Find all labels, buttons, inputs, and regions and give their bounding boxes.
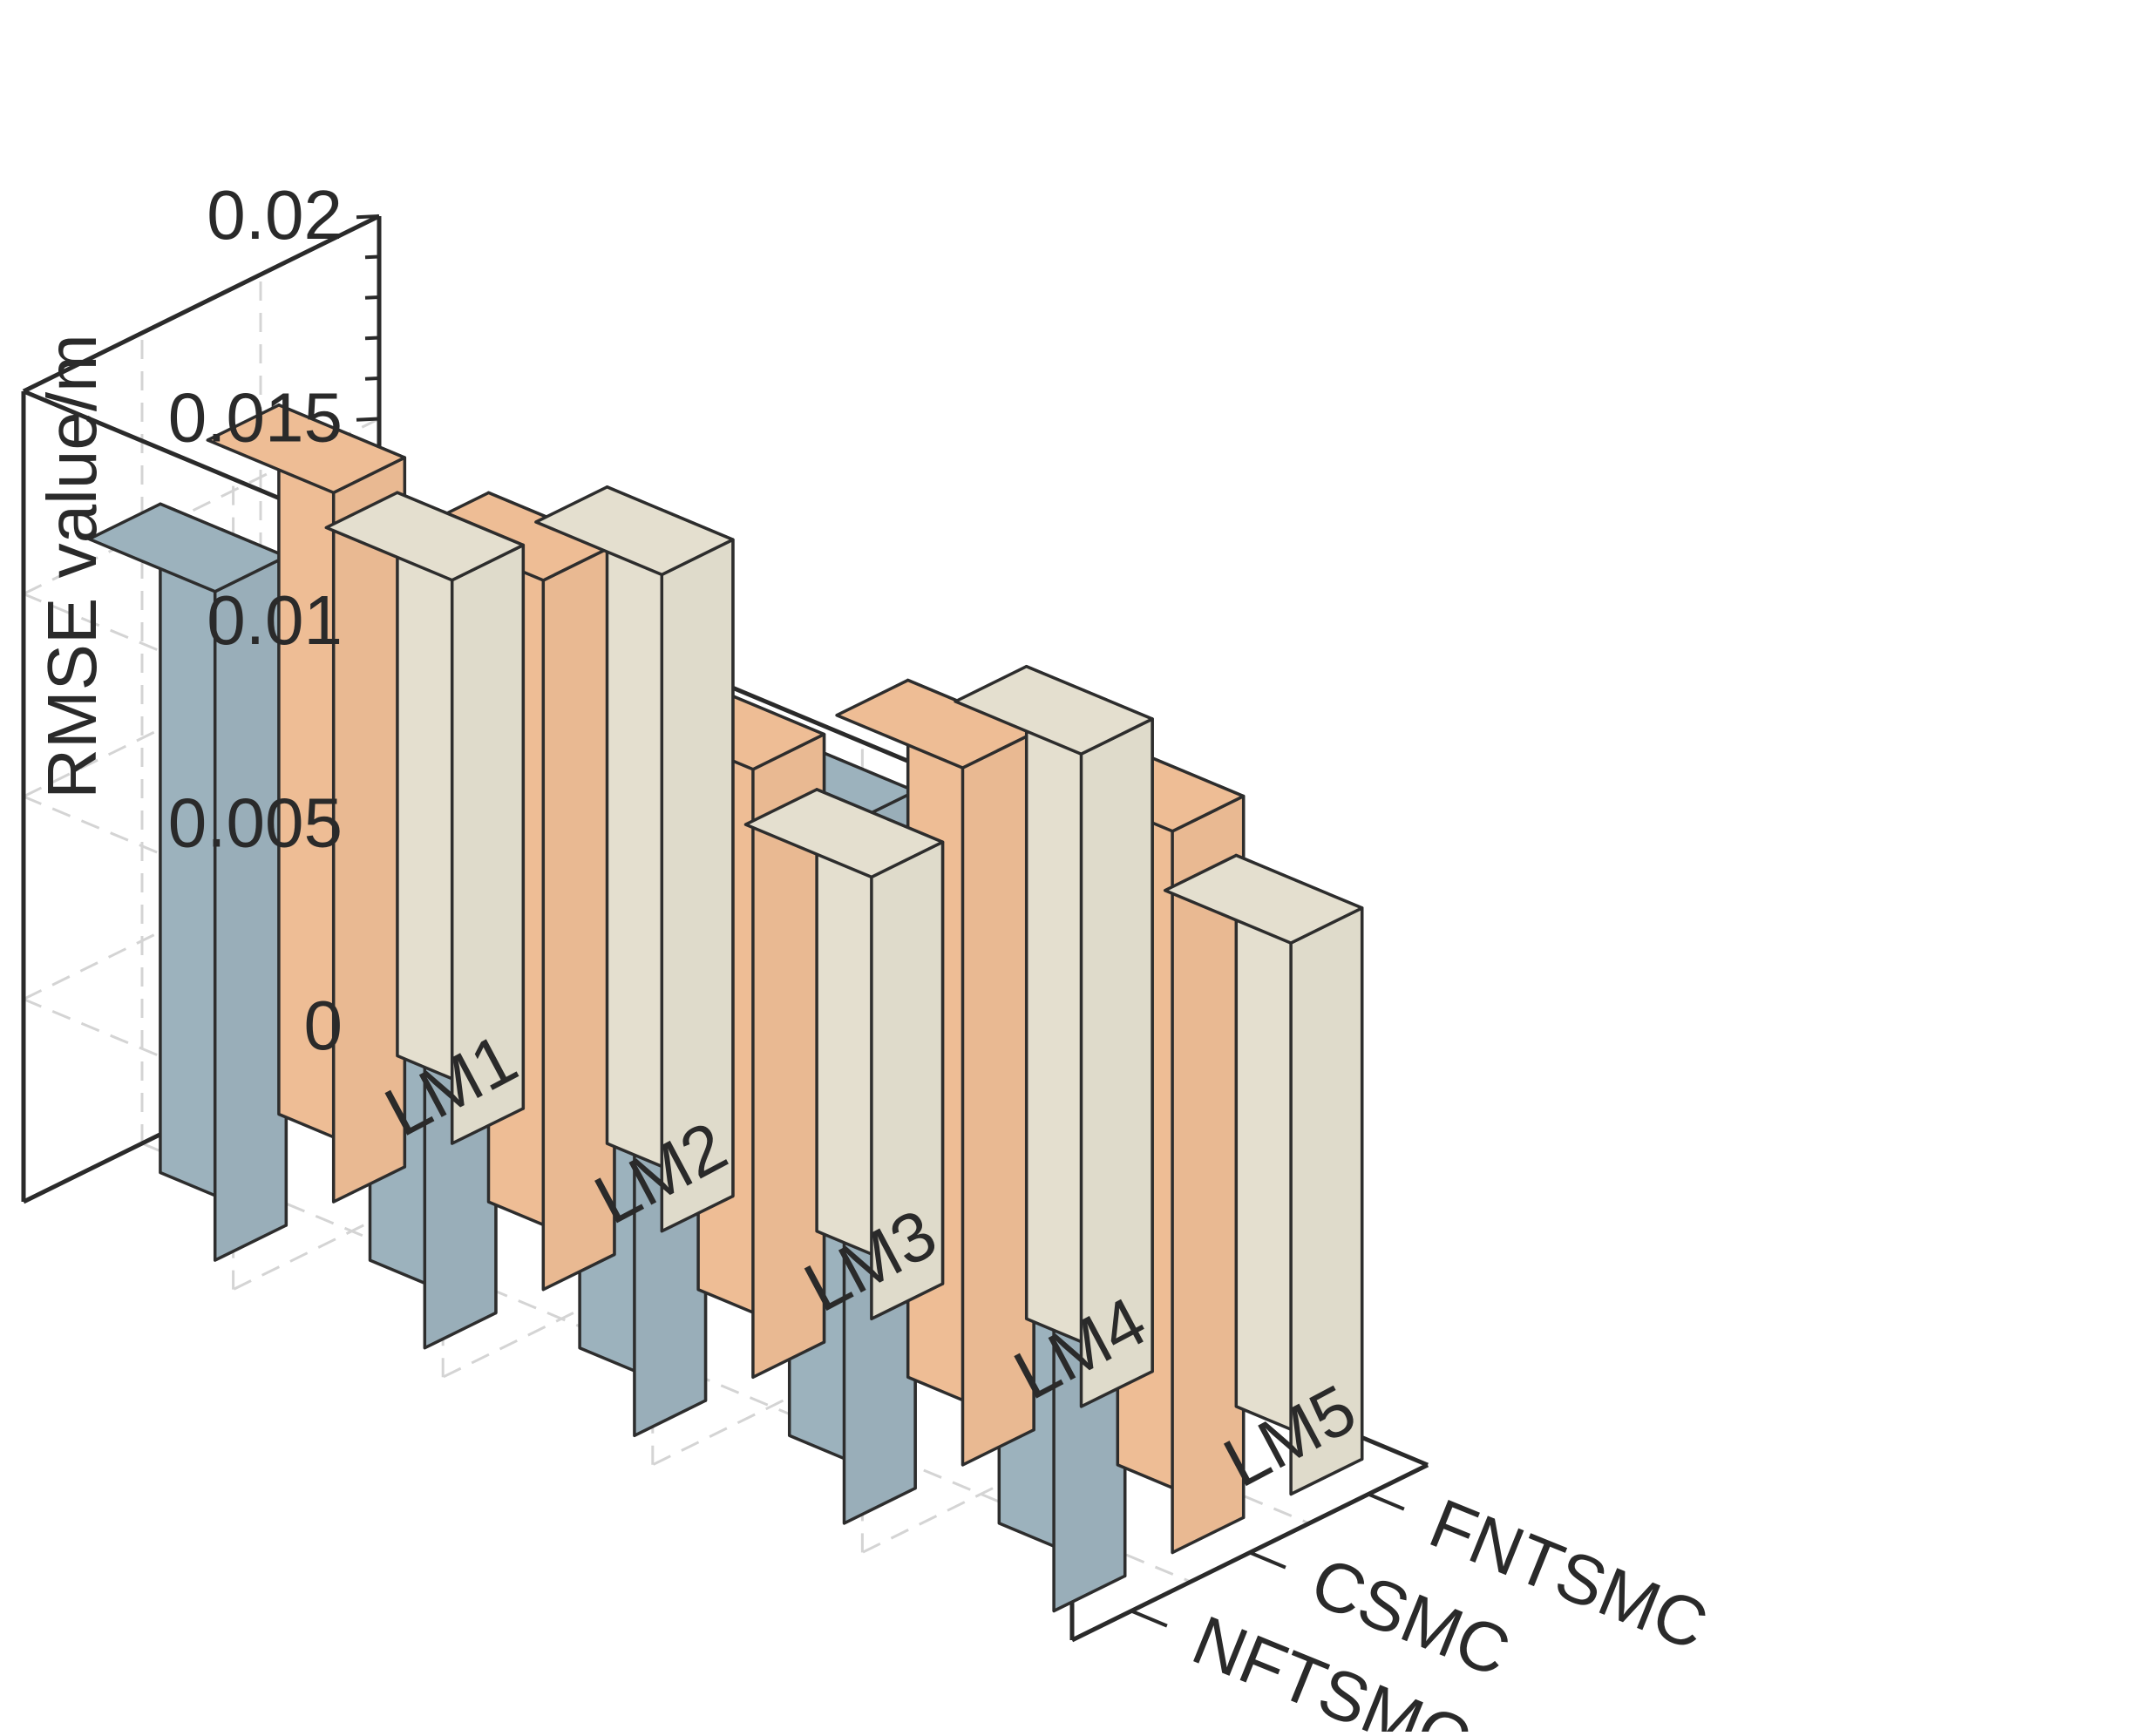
- series-axis-tick: [1249, 1550, 1286, 1570]
- value-axis-major-tick: [356, 417, 380, 422]
- value-axis-tick-label: 0: [304, 987, 343, 1064]
- bar-top-face: [87, 502, 288, 593]
- value-axis-title: RMSE value/m: [33, 334, 111, 798]
- bar-nftsmc-lm1: [87, 502, 288, 1262]
- value-axis-tick-label: 0.005: [168, 784, 343, 862]
- bar-fntsmc-lm4: [954, 664, 1154, 1408]
- bar-fntsmc-lm5: [1163, 853, 1364, 1496]
- left-wall-top-edge: [22, 214, 381, 394]
- bar-top-face: [954, 664, 1154, 756]
- value-axis-minor-tick: [364, 295, 380, 300]
- series-axis-tick: [1130, 1609, 1168, 1628]
- value-axis-minor-tick: [364, 376, 380, 381]
- bars: [87, 403, 1364, 1613]
- value-axis-major-tick: [356, 214, 380, 220]
- value-axis-minor-tick: [364, 336, 380, 341]
- axis-labels: 00.0050.010.0150.02LM1LM2LM3LM4LM5FNTSMC…: [33, 176, 1718, 1736]
- value-axis-minor-tick: [364, 254, 380, 260]
- value-axis-tick-label: 0.01: [207, 581, 343, 659]
- series-axis-tick: [1368, 1492, 1405, 1511]
- bar-fntsmc-lm3: [743, 788, 945, 1321]
- bar-fntsmc-lm1: [324, 491, 526, 1145]
- bar-side-face: [213, 554, 288, 1262]
- bar-top-face: [1163, 853, 1364, 945]
- bar-top-face: [324, 491, 526, 582]
- value-axis-tick-label: 0.015: [168, 379, 343, 457]
- bar-top-face: [206, 403, 407, 495]
- bar-top-face: [534, 485, 735, 577]
- bar-top-face: [743, 788, 945, 879]
- bar-fntsmc-lm2: [534, 485, 735, 1233]
- value-axis-tick-label: 0.02: [207, 176, 343, 254]
